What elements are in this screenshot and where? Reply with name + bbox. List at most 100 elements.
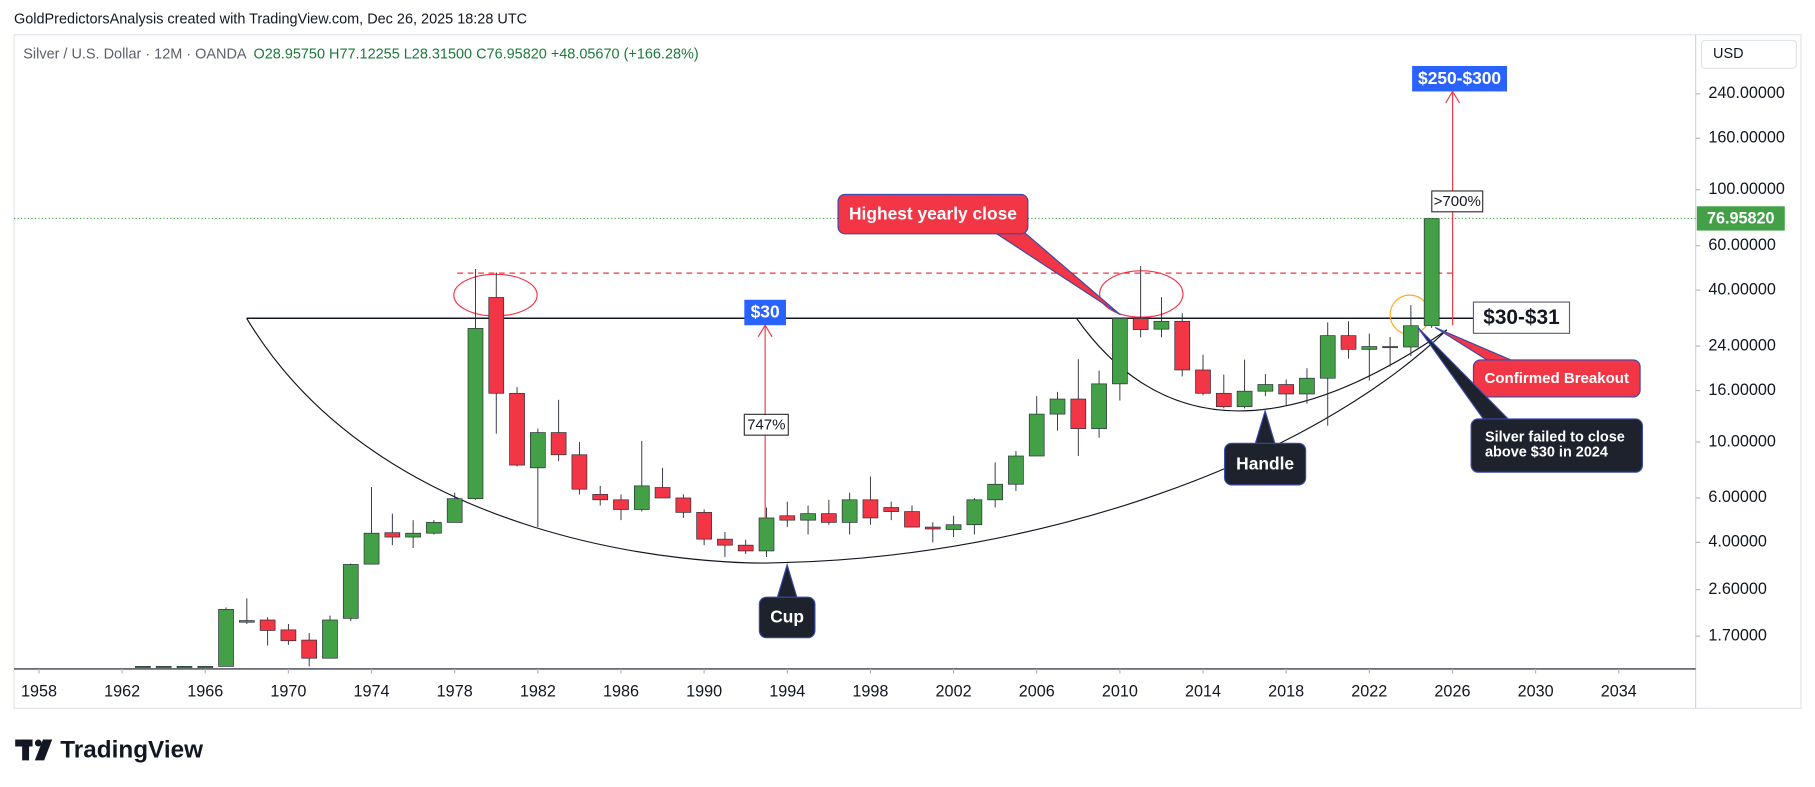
x-tick-label: 1998	[852, 682, 888, 700]
candle-body	[1174, 320, 1191, 371]
currency-box[interactable]	[1700, 39, 1797, 69]
x-tick-label: 2022	[1351, 682, 1387, 700]
candle-body	[571, 454, 588, 490]
candle-body	[1423, 218, 1440, 326]
x-tick-label: 1990	[686, 682, 722, 700]
candle-body	[197, 666, 214, 668]
candle-body	[1049, 398, 1066, 415]
candle-body	[966, 499, 983, 526]
zone-label: $30-$31	[1483, 306, 1559, 329]
callout	[758, 596, 816, 639]
candle-body	[1070, 398, 1087, 429]
currency[interactable]: USD	[1713, 46, 1744, 62]
label-box	[1431, 190, 1484, 213]
candle-body	[1382, 346, 1398, 349]
candle-body	[1257, 384, 1274, 392]
callout	[1470, 418, 1643, 473]
ohlc-summary: O28.95750 H77.12255 L28.31500 C76.95820 …	[253, 46, 698, 62]
candle-body	[696, 512, 712, 540]
highlight-ellipse	[1099, 270, 1184, 318]
candle-body	[322, 619, 338, 659]
logo-part	[34, 739, 42, 747]
candle-body	[301, 639, 318, 659]
annotations: $30 $250-$300 $30-$31 747% >700% Highest…	[743, 65, 1643, 639]
label-box	[743, 413, 789, 436]
label-box	[1412, 65, 1508, 92]
last-price-label: 76.95820	[1707, 209, 1775, 227]
label-box	[744, 299, 786, 326]
x-tick-label: 2026	[1434, 682, 1470, 700]
candle-body	[1195, 369, 1211, 394]
candle-body	[280, 629, 297, 642]
y-tick-label: 4.00000	[1708, 533, 1767, 551]
handle-curve	[1076, 317, 1448, 412]
y-tick-label: 1.70000	[1708, 626, 1767, 644]
candle-body	[800, 513, 816, 521]
candle-body	[841, 499, 858, 523]
gain-label: 747%	[747, 416, 785, 433]
candle-body	[467, 328, 484, 500]
x-tick-label: 2030	[1518, 682, 1554, 700]
candle-body	[987, 483, 1003, 501]
candle-body	[1403, 325, 1419, 348]
x-tick-label: 2034	[1601, 682, 1637, 700]
candle-body	[176, 666, 193, 668]
y-tick-label: 16.00000	[1708, 381, 1776, 399]
candle-body	[1299, 377, 1315, 395]
label-box	[1472, 301, 1571, 334]
candle-body	[821, 513, 837, 523]
candle-body	[1236, 390, 1253, 408]
x-tick-label: 2002	[936, 682, 972, 700]
candle-body	[779, 515, 796, 521]
candle-body	[1361, 346, 1378, 350]
callout-text: Confirmed Breakout	[1485, 370, 1630, 387]
callout-text: Highest yearly close	[849, 203, 1017, 223]
x-tick-label: 1994	[769, 682, 805, 700]
x-tick-label: 1986	[603, 682, 639, 700]
callout-pointer	[1253, 408, 1277, 447]
candle-body	[1319, 335, 1336, 379]
frame	[13, 34, 1802, 709]
y-tick-label: 160.00000	[1708, 129, 1785, 147]
callout	[837, 193, 1029, 235]
brand: TradingView	[60, 737, 203, 764]
candle-body	[924, 526, 941, 530]
candle-body	[384, 532, 401, 538]
x-tick-label: 2018	[1268, 682, 1304, 700]
y-tick-label: 100.00000	[1708, 180, 1785, 198]
candle-body	[1340, 335, 1357, 350]
brand-logo: TradingView	[15, 737, 203, 764]
candle-body	[945, 524, 962, 530]
x-tick-label: 1974	[354, 682, 390, 700]
candle-body	[405, 532, 421, 538]
candle-body	[342, 564, 359, 619]
candle-body	[218, 609, 234, 667]
plot-area	[14, 217, 1696, 668]
y-tick-label: 24.00000	[1708, 336, 1776, 354]
candle-body	[363, 532, 380, 565]
y-tick-label: 240.00000	[1708, 84, 1785, 102]
x-tick-label: 1958	[21, 682, 57, 700]
y-tick-label: 60.00000	[1708, 236, 1776, 254]
gain-label: >700%	[1434, 193, 1481, 210]
candle-body	[155, 666, 172, 668]
callout	[1224, 442, 1307, 486]
candle-body	[446, 498, 463, 523]
candle-body	[613, 499, 629, 510]
candle-body	[1153, 320, 1170, 330]
callout-text: Handle	[1236, 453, 1294, 473]
attribution: GoldPredictorsAnalysis created with Trad…	[14, 11, 527, 27]
callout-text: above $30 in 2024	[1485, 444, 1608, 460]
candle-body	[633, 485, 650, 510]
y-tick-label: 6.00000	[1708, 488, 1767, 506]
candle-body	[488, 297, 505, 394]
x-tick-label: 1966	[187, 682, 223, 700]
candle-body	[1215, 392, 1232, 408]
chart-title: Silver / U.S. Dollar · 12M · OANDA	[23, 46, 247, 62]
candle-body	[654, 487, 671, 499]
candle-body	[135, 666, 151, 668]
logo-part	[34, 739, 53, 761]
chart-title-row: Silver / U.S. Dollar · 12M · OANDA O28.95…	[23, 46, 698, 62]
